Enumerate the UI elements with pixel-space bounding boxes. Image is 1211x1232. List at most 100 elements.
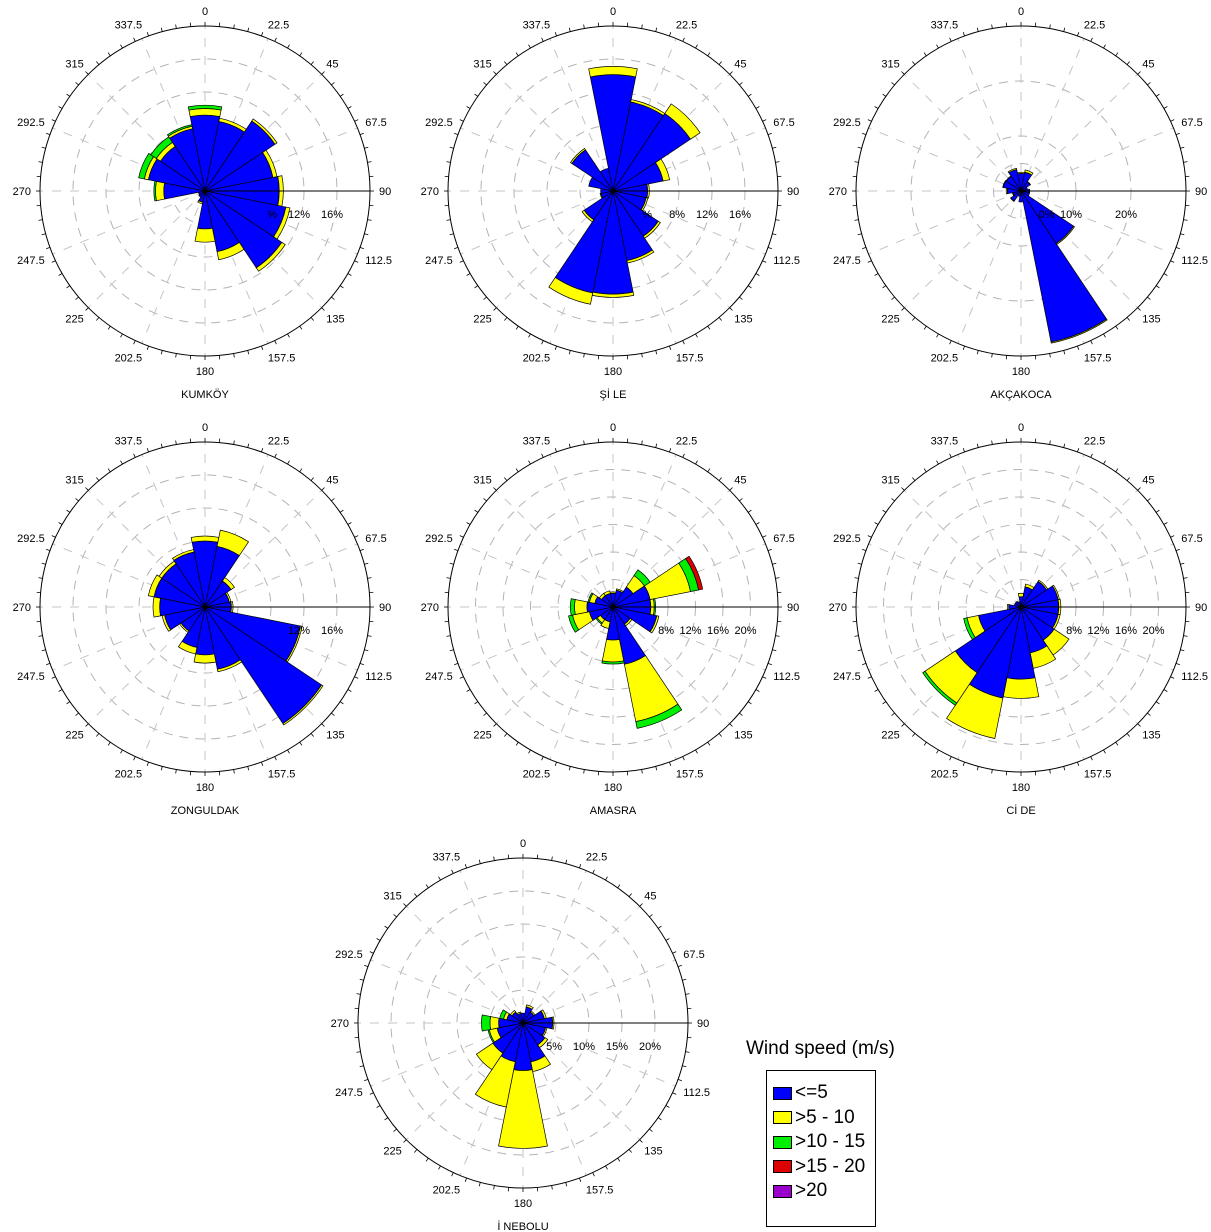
ring-tick bbox=[528, 44, 531, 49]
ring-tick bbox=[310, 733, 314, 737]
ring-tick bbox=[912, 477, 916, 481]
direction-label: 0 bbox=[1018, 6, 1024, 18]
ring-tick bbox=[583, 24, 585, 29]
ring-tick bbox=[474, 285, 479, 289]
ring-tick bbox=[641, 353, 643, 358]
ring-tick bbox=[85, 307, 89, 311]
direction-label: 337.5 bbox=[931, 436, 959, 448]
ring-tick bbox=[359, 548, 364, 551]
ring-tick bbox=[862, 548, 867, 551]
ring-tick bbox=[565, 1182, 568, 1187]
petal-segment bbox=[138, 152, 155, 180]
ring-tick bbox=[1170, 260, 1175, 263]
legend-box: <=5 >5 - 10 >10 - 15 >15 - 20 >20 bbox=[766, 1070, 876, 1227]
direction-label: 225 bbox=[473, 313, 491, 325]
ring-tick bbox=[299, 325, 303, 330]
ring-tick bbox=[1115, 325, 1119, 330]
ring-tick bbox=[747, 93, 752, 97]
direction-label: 292.5 bbox=[833, 533, 861, 545]
direction-label: 225 bbox=[65, 313, 83, 325]
ring-tick bbox=[1180, 146, 1185, 149]
ring-tick bbox=[695, 749, 698, 754]
ring-tick bbox=[120, 749, 123, 754]
ring-tick bbox=[493, 307, 497, 311]
grid-spoke bbox=[370, 959, 524, 1024]
direction-label: 247.5 bbox=[425, 671, 453, 683]
ring-tick bbox=[459, 676, 464, 679]
ring-tick bbox=[310, 477, 314, 481]
ring-tick bbox=[133, 340, 136, 345]
petal-segment bbox=[1014, 600, 1022, 608]
direction-label: 337.5 bbox=[931, 20, 959, 32]
petal-segment bbox=[635, 703, 683, 729]
wind-rose-2: % 8% 12% 16% 0 22.5 45 67.5 90 112.5 135 157.5 180 20… bbox=[421, 6, 800, 401]
direction-label: 45 bbox=[326, 59, 338, 71]
ring-tick bbox=[331, 296, 335, 300]
ring-tick bbox=[857, 233, 862, 236]
ring-tick bbox=[46, 663, 51, 666]
station-title: ZONGULDAK bbox=[171, 805, 240, 817]
direction-label: 0 bbox=[610, 6, 616, 18]
ring-tick bbox=[504, 317, 508, 321]
ring-tick bbox=[451, 869, 454, 874]
ring-tick bbox=[707, 468, 711, 473]
ring-tick bbox=[1180, 649, 1185, 652]
radial-tick-label: 8% bbox=[658, 625, 674, 637]
ring-tick bbox=[107, 468, 111, 473]
direction-label: 292.5 bbox=[335, 949, 363, 961]
ring-tick bbox=[466, 106, 471, 109]
direction-label: 22.5 bbox=[268, 436, 289, 448]
ring-tick bbox=[772, 649, 777, 652]
ring-tick bbox=[962, 761, 965, 766]
ring-tick bbox=[1063, 766, 1066, 771]
ring-tick bbox=[96, 477, 100, 481]
direction-label: 135 bbox=[326, 313, 344, 325]
ring-tick bbox=[747, 285, 752, 289]
ring-tick bbox=[247, 350, 250, 355]
direction-label: 90 bbox=[1195, 602, 1207, 614]
ring-tick bbox=[393, 914, 397, 918]
ring-tick bbox=[66, 509, 71, 513]
petal-segment bbox=[498, 1069, 548, 1149]
ring-tick bbox=[274, 756, 277, 761]
grid-spoke bbox=[522, 870, 587, 1024]
ring-tick bbox=[160, 443, 163, 448]
petal-segment bbox=[251, 118, 278, 145]
ring-tick bbox=[38, 161, 43, 163]
direction-label: 45 bbox=[734, 475, 746, 487]
ring-tick bbox=[459, 260, 464, 263]
ring-tick bbox=[1180, 562, 1185, 565]
direction-label: 315 bbox=[881, 59, 899, 71]
ring-tick bbox=[160, 27, 163, 32]
ring-tick bbox=[854, 635, 859, 637]
ring-tick bbox=[287, 460, 290, 465]
ring-tick bbox=[718, 61, 722, 65]
ring-tick bbox=[739, 712, 743, 716]
ring-tick bbox=[425, 1157, 429, 1162]
grid-spoke bbox=[868, 190, 1022, 255]
direction-label: 225 bbox=[65, 729, 83, 741]
ring-tick bbox=[669, 345, 672, 350]
radial-tick-label: 10% bbox=[573, 1041, 595, 1053]
ring-tick bbox=[438, 1165, 441, 1170]
ring-tick bbox=[1175, 132, 1180, 135]
ring-tick bbox=[464, 1177, 467, 1182]
direction-label: 112.5 bbox=[1181, 255, 1208, 267]
direction-label: 247.5 bbox=[335, 1087, 363, 1099]
ring-tick bbox=[682, 37, 685, 42]
ring-tick bbox=[976, 766, 979, 771]
ring-tick bbox=[565, 859, 568, 864]
ring-tick bbox=[233, 24, 235, 29]
legend-label: >10 - 15 bbox=[795, 1131, 866, 1153]
ring-tick bbox=[1126, 477, 1130, 481]
ring-tick bbox=[682, 453, 685, 458]
ring-tick bbox=[1090, 37, 1093, 42]
ring-tick bbox=[901, 723, 905, 727]
direction-label: 157.5 bbox=[1084, 768, 1112, 780]
ring-tick bbox=[767, 132, 772, 135]
ring-tick bbox=[1103, 749, 1106, 754]
ring-tick bbox=[641, 24, 643, 29]
ring-tick bbox=[991, 353, 993, 358]
ring-tick bbox=[976, 350, 979, 355]
direction-label: 247.5 bbox=[833, 255, 861, 267]
